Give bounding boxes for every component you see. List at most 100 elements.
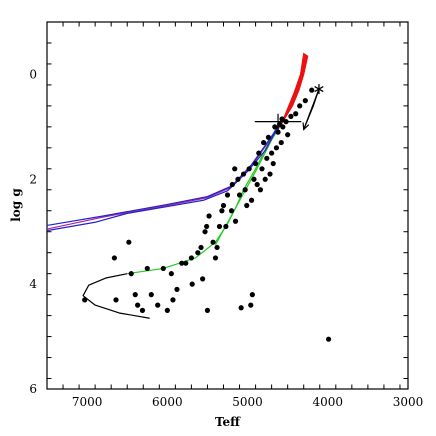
data-point bbox=[164, 307, 170, 313]
tick-labels: 7000 6000 5000 4000 3000 0 2 4 6 bbox=[29, 67, 423, 409]
data-point bbox=[210, 239, 216, 245]
data-point bbox=[179, 260, 185, 266]
data-point bbox=[273, 145, 280, 151]
green-track-line bbox=[214, 123, 282, 246]
data-point bbox=[135, 302, 141, 308]
data-point bbox=[261, 139, 267, 146]
data-point bbox=[280, 124, 286, 130]
data-point bbox=[212, 255, 219, 261]
data-point bbox=[206, 213, 212, 219]
data-point bbox=[148, 292, 154, 298]
data-point bbox=[126, 239, 132, 245]
data-point bbox=[325, 336, 332, 342]
blue-track-line bbox=[47, 123, 281, 227]
data-point bbox=[216, 223, 223, 230]
data-point bbox=[249, 292, 255, 298]
data-point bbox=[183, 260, 189, 266]
data-point bbox=[144, 265, 150, 272]
data-point bbox=[257, 187, 263, 193]
data-point bbox=[224, 192, 231, 198]
data-point bbox=[269, 150, 275, 156]
data-point bbox=[223, 223, 229, 230]
data-point bbox=[242, 187, 248, 193]
data-point bbox=[139, 307, 146, 313]
data-point bbox=[302, 98, 308, 104]
data-point bbox=[270, 160, 276, 167]
data-point bbox=[285, 132, 291, 138]
data-point bbox=[174, 286, 180, 292]
data-point bbox=[309, 87, 315, 93]
data-point bbox=[288, 113, 294, 119]
data-point bbox=[82, 297, 88, 303]
data-point bbox=[297, 103, 303, 109]
purple-track-line bbox=[47, 123, 282, 230]
data-point bbox=[246, 166, 252, 172]
data-point bbox=[132, 292, 138, 298]
data-point bbox=[202, 229, 208, 235]
data-point bbox=[240, 171, 247, 177]
data-point bbox=[248, 302, 254, 308]
data-point bbox=[244, 202, 250, 209]
data-points bbox=[82, 87, 332, 342]
data-point bbox=[204, 223, 210, 230]
data-point bbox=[262, 176, 268, 182]
y-tick-label: 2 bbox=[29, 172, 37, 186]
arrow-line bbox=[303, 88, 320, 130]
y-axis-label: log g bbox=[9, 188, 23, 222]
data-point bbox=[155, 302, 161, 308]
y-tick-label: 4 bbox=[29, 277, 37, 291]
data-point bbox=[235, 176, 241, 182]
data-point bbox=[198, 244, 204, 251]
data-point bbox=[267, 171, 273, 177]
arrow-head bbox=[302, 122, 310, 131]
plot-frame bbox=[46, 21, 409, 390]
axis-ticks bbox=[46, 21, 408, 389]
x-tick-label: 5000 bbox=[232, 395, 263, 409]
red-track-line bbox=[281, 53, 305, 125]
data-point bbox=[252, 160, 259, 167]
data-point bbox=[251, 176, 257, 182]
data-point bbox=[200, 276, 206, 282]
y-tick-label: 0 bbox=[29, 67, 37, 81]
black-track-line bbox=[82, 273, 150, 319]
data-point bbox=[264, 155, 270, 161]
data-point bbox=[259, 166, 265, 172]
data-point bbox=[195, 250, 201, 256]
data-point bbox=[113, 297, 119, 303]
data-point bbox=[279, 116, 285, 122]
evolution-tracks bbox=[47, 52, 320, 319]
star-marker bbox=[314, 86, 324, 93]
data-point bbox=[238, 305, 244, 311]
x-axis-label: Teff bbox=[215, 415, 241, 429]
data-point bbox=[272, 124, 278, 130]
data-point bbox=[214, 244, 220, 251]
blue-track-line bbox=[47, 126, 279, 232]
data-point bbox=[128, 271, 134, 277]
data-point bbox=[111, 255, 117, 261]
data-point bbox=[275, 129, 281, 135]
data-point bbox=[229, 181, 235, 188]
x-tick-label: 6000 bbox=[152, 395, 183, 409]
data-point bbox=[254, 181, 260, 188]
data-point bbox=[293, 111, 299, 117]
data-point bbox=[220, 202, 227, 209]
data-point bbox=[160, 265, 166, 272]
data-point bbox=[188, 255, 194, 261]
x-tick-label: 3000 bbox=[393, 395, 424, 409]
data-point bbox=[278, 139, 284, 146]
data-point bbox=[265, 134, 272, 140]
red-track-line bbox=[280, 53, 305, 125]
red-track-line bbox=[282, 55, 309, 122]
data-point bbox=[204, 307, 211, 313]
data-point bbox=[219, 208, 225, 214]
data-point bbox=[232, 166, 238, 172]
data-point bbox=[170, 297, 176, 303]
data-point bbox=[256, 150, 262, 156]
data-point bbox=[168, 271, 174, 277]
data-point bbox=[228, 208, 235, 214]
markers bbox=[254, 84, 324, 131]
x-tick-label: 4000 bbox=[313, 395, 344, 409]
data-point bbox=[248, 197, 255, 203]
data-point bbox=[236, 192, 243, 198]
